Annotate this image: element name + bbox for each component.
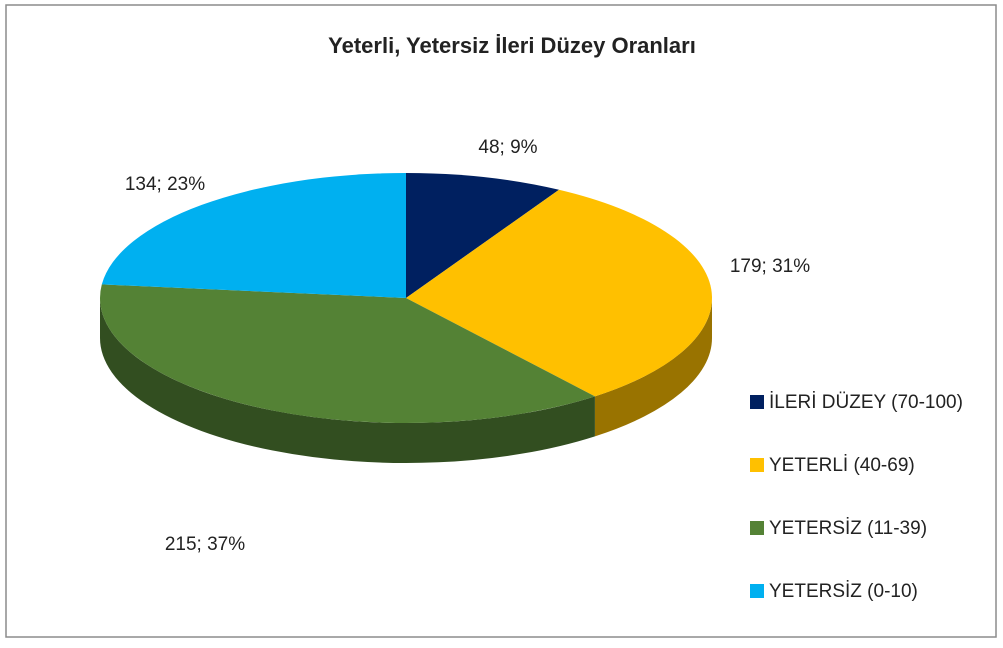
data-label: 134; 23%	[125, 174, 205, 195]
slice-side	[100, 298, 595, 463]
slice	[101, 173, 407, 298]
legend-label: YETERSİZ (0-10)	[769, 581, 918, 602]
slice	[406, 189, 712, 397]
legend-label: YETERLİ (40-69)	[769, 455, 915, 476]
legend-label: YETERSİZ (11-39)	[769, 518, 927, 539]
data-label: 215; 37%	[165, 534, 245, 555]
slice	[99, 284, 595, 423]
data-label: 179; 31%	[730, 256, 810, 277]
legend-label: İLERİ DÜZEY (70-100)	[769, 392, 963, 413]
legend-swatch	[750, 395, 764, 409]
legend-swatch	[750, 458, 764, 472]
data-label: 48; 9%	[478, 137, 537, 158]
legend-swatch	[750, 584, 764, 598]
slice	[406, 173, 559, 298]
chart-title: Yeterli, Yetersiz İleri Düzey Oranları	[328, 33, 696, 58]
legend-swatch	[750, 521, 764, 535]
slice-side	[594, 298, 712, 437]
